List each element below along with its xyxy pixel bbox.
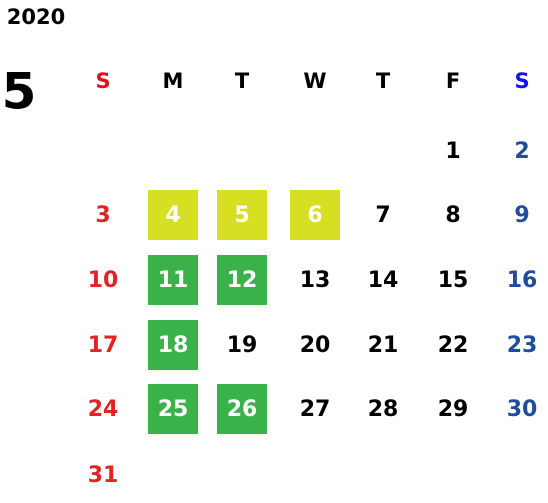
- highlight-box: [290, 190, 340, 240]
- day-number: 27: [300, 397, 331, 422]
- day-number: 7: [375, 203, 390, 228]
- day-number: 16: [507, 268, 538, 293]
- day-number: 2: [514, 139, 529, 164]
- highlight-box: [148, 320, 198, 370]
- weekday-label: S: [95, 69, 110, 93]
- highlight-box: [217, 255, 267, 305]
- weekday-label: W: [303, 69, 326, 93]
- day-number: 22: [438, 333, 469, 358]
- day-number: 23: [507, 333, 538, 358]
- day-number: 30: [507, 397, 538, 422]
- day-number: 13: [300, 268, 331, 293]
- day-number: 19: [227, 333, 258, 358]
- year: 2020: [7, 5, 65, 29]
- weekday-label: S: [514, 69, 529, 93]
- day-number: 28: [368, 397, 399, 422]
- day-number: 11: [158, 268, 189, 293]
- highlight-box: [148, 190, 198, 240]
- day-number: 20: [300, 333, 331, 358]
- weekday-label: T: [376, 69, 391, 93]
- weekday-label: F: [446, 69, 460, 93]
- month: 5: [2, 63, 37, 121]
- day-number: 5: [234, 203, 249, 228]
- day-number: 29: [438, 397, 469, 422]
- day-number: 4: [165, 203, 180, 228]
- day-number: 3: [95, 203, 110, 228]
- day-number: 21: [368, 333, 399, 358]
- day-number: 6: [307, 203, 322, 228]
- day-number: 14: [368, 268, 399, 293]
- day-number: 10: [88, 268, 119, 293]
- day-number: 15: [438, 268, 469, 293]
- day-number: 24: [88, 397, 119, 422]
- day-number: 17: [88, 333, 119, 358]
- day-number: 18: [158, 333, 189, 358]
- highlight-box: [217, 190, 267, 240]
- weekday-label: M: [163, 69, 184, 93]
- weekday-label: T: [235, 69, 250, 93]
- day-number: 12: [227, 268, 258, 293]
- day-number: 25: [158, 397, 189, 422]
- highlight-box: [217, 384, 267, 434]
- day-number: 26: [227, 397, 258, 422]
- highlight-box: [148, 384, 198, 434]
- day-number: 31: [88, 463, 119, 488]
- day-number: 1: [445, 139, 460, 164]
- day-number: 9: [514, 203, 529, 228]
- highlight-box: [148, 255, 198, 305]
- day-number: 8: [445, 203, 460, 228]
